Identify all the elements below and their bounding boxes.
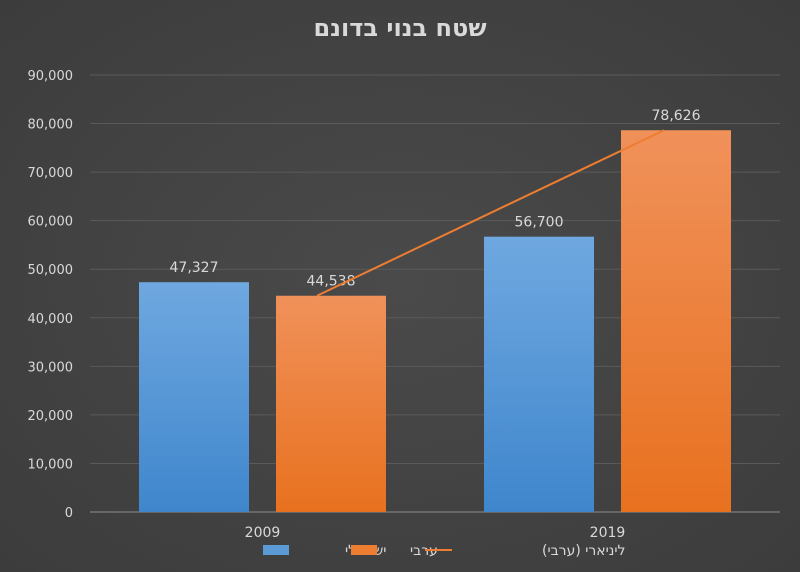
legend-swatch-arab	[351, 545, 377, 555]
legend-label-trendline: ליניארי (ערבי)	[542, 543, 625, 559]
bar-israeli-2019	[484, 236, 594, 512]
bar-arab-2019	[621, 130, 731, 512]
legend: ישראליערביליניארי (ערבי)	[263, 543, 625, 559]
data-label: 47,327	[170, 260, 219, 276]
y-tick-label: 0	[65, 506, 73, 521]
y-tick-label: 10,000	[28, 457, 74, 472]
data-label: 56,700	[515, 215, 564, 231]
chart-title: שטח בנוי בדונם	[313, 14, 486, 42]
legend-label-arab: ערבי	[410, 543, 438, 559]
y-tick-label: 60,000	[28, 215, 74, 230]
data-label: 44,538	[307, 274, 356, 290]
y-tick-label: 50,000	[28, 263, 74, 278]
legend-swatch-israeli	[263, 545, 289, 555]
y-tick-label: 30,000	[28, 360, 74, 375]
y-tick-label: 20,000	[28, 409, 74, 424]
y-tick-label: 40,000	[28, 312, 74, 327]
x-tick-label: 2019	[590, 525, 626, 541]
y-tick-label: 70,000	[28, 166, 74, 181]
x-tick-label: 2009	[245, 525, 281, 541]
bar-israeli-2009	[139, 282, 249, 512]
y-tick-label: 80,000	[28, 118, 74, 133]
bar-arab-2009	[276, 295, 386, 512]
trendline-arab	[316, 129, 665, 297]
y-tick-label: 90,000	[28, 69, 74, 84]
data-label: 78,626	[652, 108, 701, 124]
